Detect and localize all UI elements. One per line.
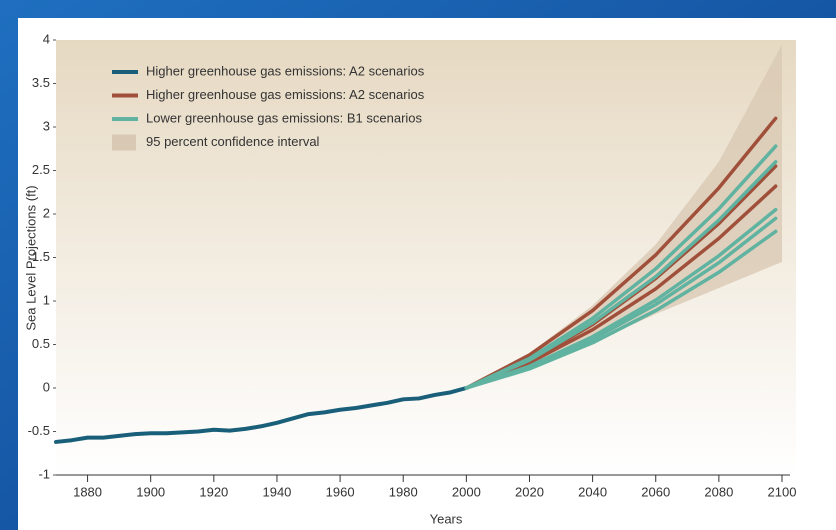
x-tick-label: 1880 (73, 484, 102, 499)
y-tick-label: -0.5 (28, 423, 50, 438)
series-line (464, 160, 778, 390)
series-line (464, 229, 778, 390)
y-tick-label: 4 (43, 31, 50, 46)
x-tick-label: 2060 (641, 484, 670, 499)
legend-label: 95 percent confidence interval (146, 134, 320, 149)
x-tick-label: 1940 (262, 484, 291, 499)
y-tick-label: 0 (43, 379, 50, 394)
x-tick-label: 1920 (199, 484, 228, 499)
x-tick-label: 2040 (578, 484, 607, 499)
y-tick-label: 2.5 (32, 162, 50, 177)
legend-label: Higher greenhouse gas emissions: A2 scen… (146, 63, 425, 78)
y-tick-label: 3 (43, 118, 50, 133)
x-tick-label: 2020 (515, 484, 544, 499)
x-tick-label: 2100 (768, 484, 797, 499)
x-tick-label: 1900 (136, 484, 165, 499)
y-tick-label: -1 (38, 466, 50, 481)
series-line (54, 386, 469, 444)
y-tick-label: 3.5 (32, 75, 50, 90)
series-line (464, 116, 778, 390)
legend-label: Higher greenhouse gas emissions: A2 scen… (146, 87, 425, 102)
y-tick-label: 1 (43, 292, 50, 307)
x-tick-label: 1960 (326, 484, 355, 499)
legend-swatch (112, 134, 136, 151)
legend-label: Lower greenhouse gas emissions: B1 scena… (146, 110, 423, 125)
x-axis-label: Years (430, 511, 463, 526)
series-line (464, 184, 778, 390)
y-tick-label: 2 (43, 205, 50, 220)
x-tick-label: 2000 (452, 484, 481, 499)
x-tick-label: 2080 (704, 484, 733, 499)
y-axis-label: Sea Level Projections (ft) (23, 185, 38, 330)
y-tick-label: 1.5 (32, 249, 50, 264)
y-tick-label: 0.5 (32, 336, 50, 351)
x-tick-label: 1980 (389, 484, 418, 499)
